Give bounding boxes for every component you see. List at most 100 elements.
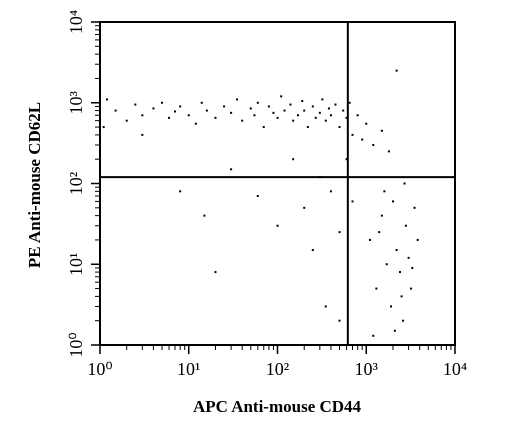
y-tick-label: 10⁰ bbox=[66, 332, 86, 357]
dot bbox=[348, 101, 351, 104]
dot bbox=[398, 271, 401, 274]
dot bbox=[223, 105, 226, 108]
dot bbox=[338, 319, 341, 322]
dot bbox=[283, 109, 286, 112]
dot bbox=[329, 190, 332, 193]
dot bbox=[327, 107, 330, 110]
dot bbox=[272, 111, 275, 114]
dot bbox=[187, 114, 190, 117]
dot bbox=[276, 116, 279, 119]
dot bbox=[125, 119, 128, 122]
dot bbox=[249, 107, 252, 110]
dot bbox=[276, 224, 279, 227]
dot bbox=[345, 158, 348, 161]
dot bbox=[141, 133, 144, 136]
dot bbox=[368, 238, 371, 241]
dot bbox=[380, 129, 383, 132]
y-tick-label: 10³ bbox=[66, 90, 86, 114]
dot bbox=[256, 195, 259, 198]
dot bbox=[311, 249, 314, 252]
dot bbox=[395, 249, 398, 252]
dot bbox=[385, 263, 388, 266]
dot bbox=[356, 114, 359, 117]
dot bbox=[152, 107, 155, 110]
dot bbox=[410, 287, 413, 290]
dot bbox=[416, 238, 419, 241]
dot bbox=[314, 116, 317, 119]
dot bbox=[365, 122, 368, 125]
dot bbox=[372, 143, 375, 146]
dot bbox=[241, 119, 244, 122]
x-tick-label: 10⁴ bbox=[443, 359, 467, 379]
dot bbox=[324, 119, 327, 122]
dot bbox=[306, 126, 309, 129]
dot bbox=[296, 114, 299, 117]
dot bbox=[321, 98, 324, 101]
dot bbox=[203, 214, 206, 217]
dot bbox=[253, 114, 256, 117]
dot bbox=[301, 100, 304, 103]
dot bbox=[404, 224, 407, 227]
dot bbox=[168, 116, 171, 119]
dot bbox=[318, 111, 321, 114]
dot bbox=[351, 200, 354, 203]
dot bbox=[338, 231, 341, 234]
dot bbox=[214, 271, 217, 274]
dot bbox=[391, 200, 394, 203]
dot bbox=[400, 295, 403, 298]
x-axis-title: APC Anti-mouse CD44 bbox=[193, 397, 362, 416]
dot bbox=[372, 334, 375, 337]
dot bbox=[262, 126, 265, 129]
dot bbox=[114, 109, 117, 112]
x-tick-label: 10² bbox=[266, 359, 289, 379]
dot bbox=[280, 95, 283, 98]
y-axis-title: PE Anti-mouse CD62L bbox=[25, 102, 44, 268]
dot bbox=[194, 122, 197, 125]
dot bbox=[214, 116, 217, 119]
dot bbox=[402, 319, 405, 322]
x-tick-label: 10⁰ bbox=[87, 359, 112, 379]
dot bbox=[378, 231, 381, 234]
dot bbox=[411, 266, 414, 269]
dot bbox=[174, 110, 177, 113]
dot bbox=[99, 114, 101, 117]
dot bbox=[292, 119, 295, 122]
dot bbox=[375, 287, 378, 290]
dot bbox=[413, 206, 416, 209]
dot bbox=[200, 101, 203, 104]
dot bbox=[179, 105, 182, 108]
dot bbox=[141, 114, 144, 117]
dot bbox=[345, 116, 348, 119]
dot bbox=[329, 114, 332, 117]
dot bbox=[106, 98, 109, 101]
y-tick-label: 10² bbox=[66, 172, 86, 195]
dot bbox=[380, 214, 383, 217]
dot bbox=[230, 168, 233, 171]
dot bbox=[387, 150, 390, 153]
dot bbox=[289, 103, 292, 106]
dot bbox=[99, 105, 101, 108]
dot bbox=[395, 69, 398, 72]
x-tick-label: 10¹ bbox=[177, 359, 200, 379]
dot bbox=[179, 190, 182, 193]
dot bbox=[383, 190, 386, 193]
dot bbox=[303, 109, 306, 112]
dot bbox=[102, 126, 105, 129]
dot bbox=[361, 138, 364, 141]
dot bbox=[389, 305, 392, 308]
plot-frame bbox=[99, 21, 456, 346]
dot bbox=[267, 105, 270, 108]
y-tick-label: 10⁴ bbox=[66, 10, 86, 34]
dot bbox=[205, 109, 208, 112]
dot bbox=[134, 103, 137, 106]
dot bbox=[230, 111, 233, 114]
dot bbox=[393, 329, 396, 332]
dot bbox=[351, 133, 354, 136]
y-tick-label: 10¹ bbox=[66, 253, 86, 276]
dot bbox=[256, 101, 259, 104]
dot bbox=[292, 158, 295, 161]
dot bbox=[407, 256, 410, 259]
dot bbox=[236, 98, 239, 101]
